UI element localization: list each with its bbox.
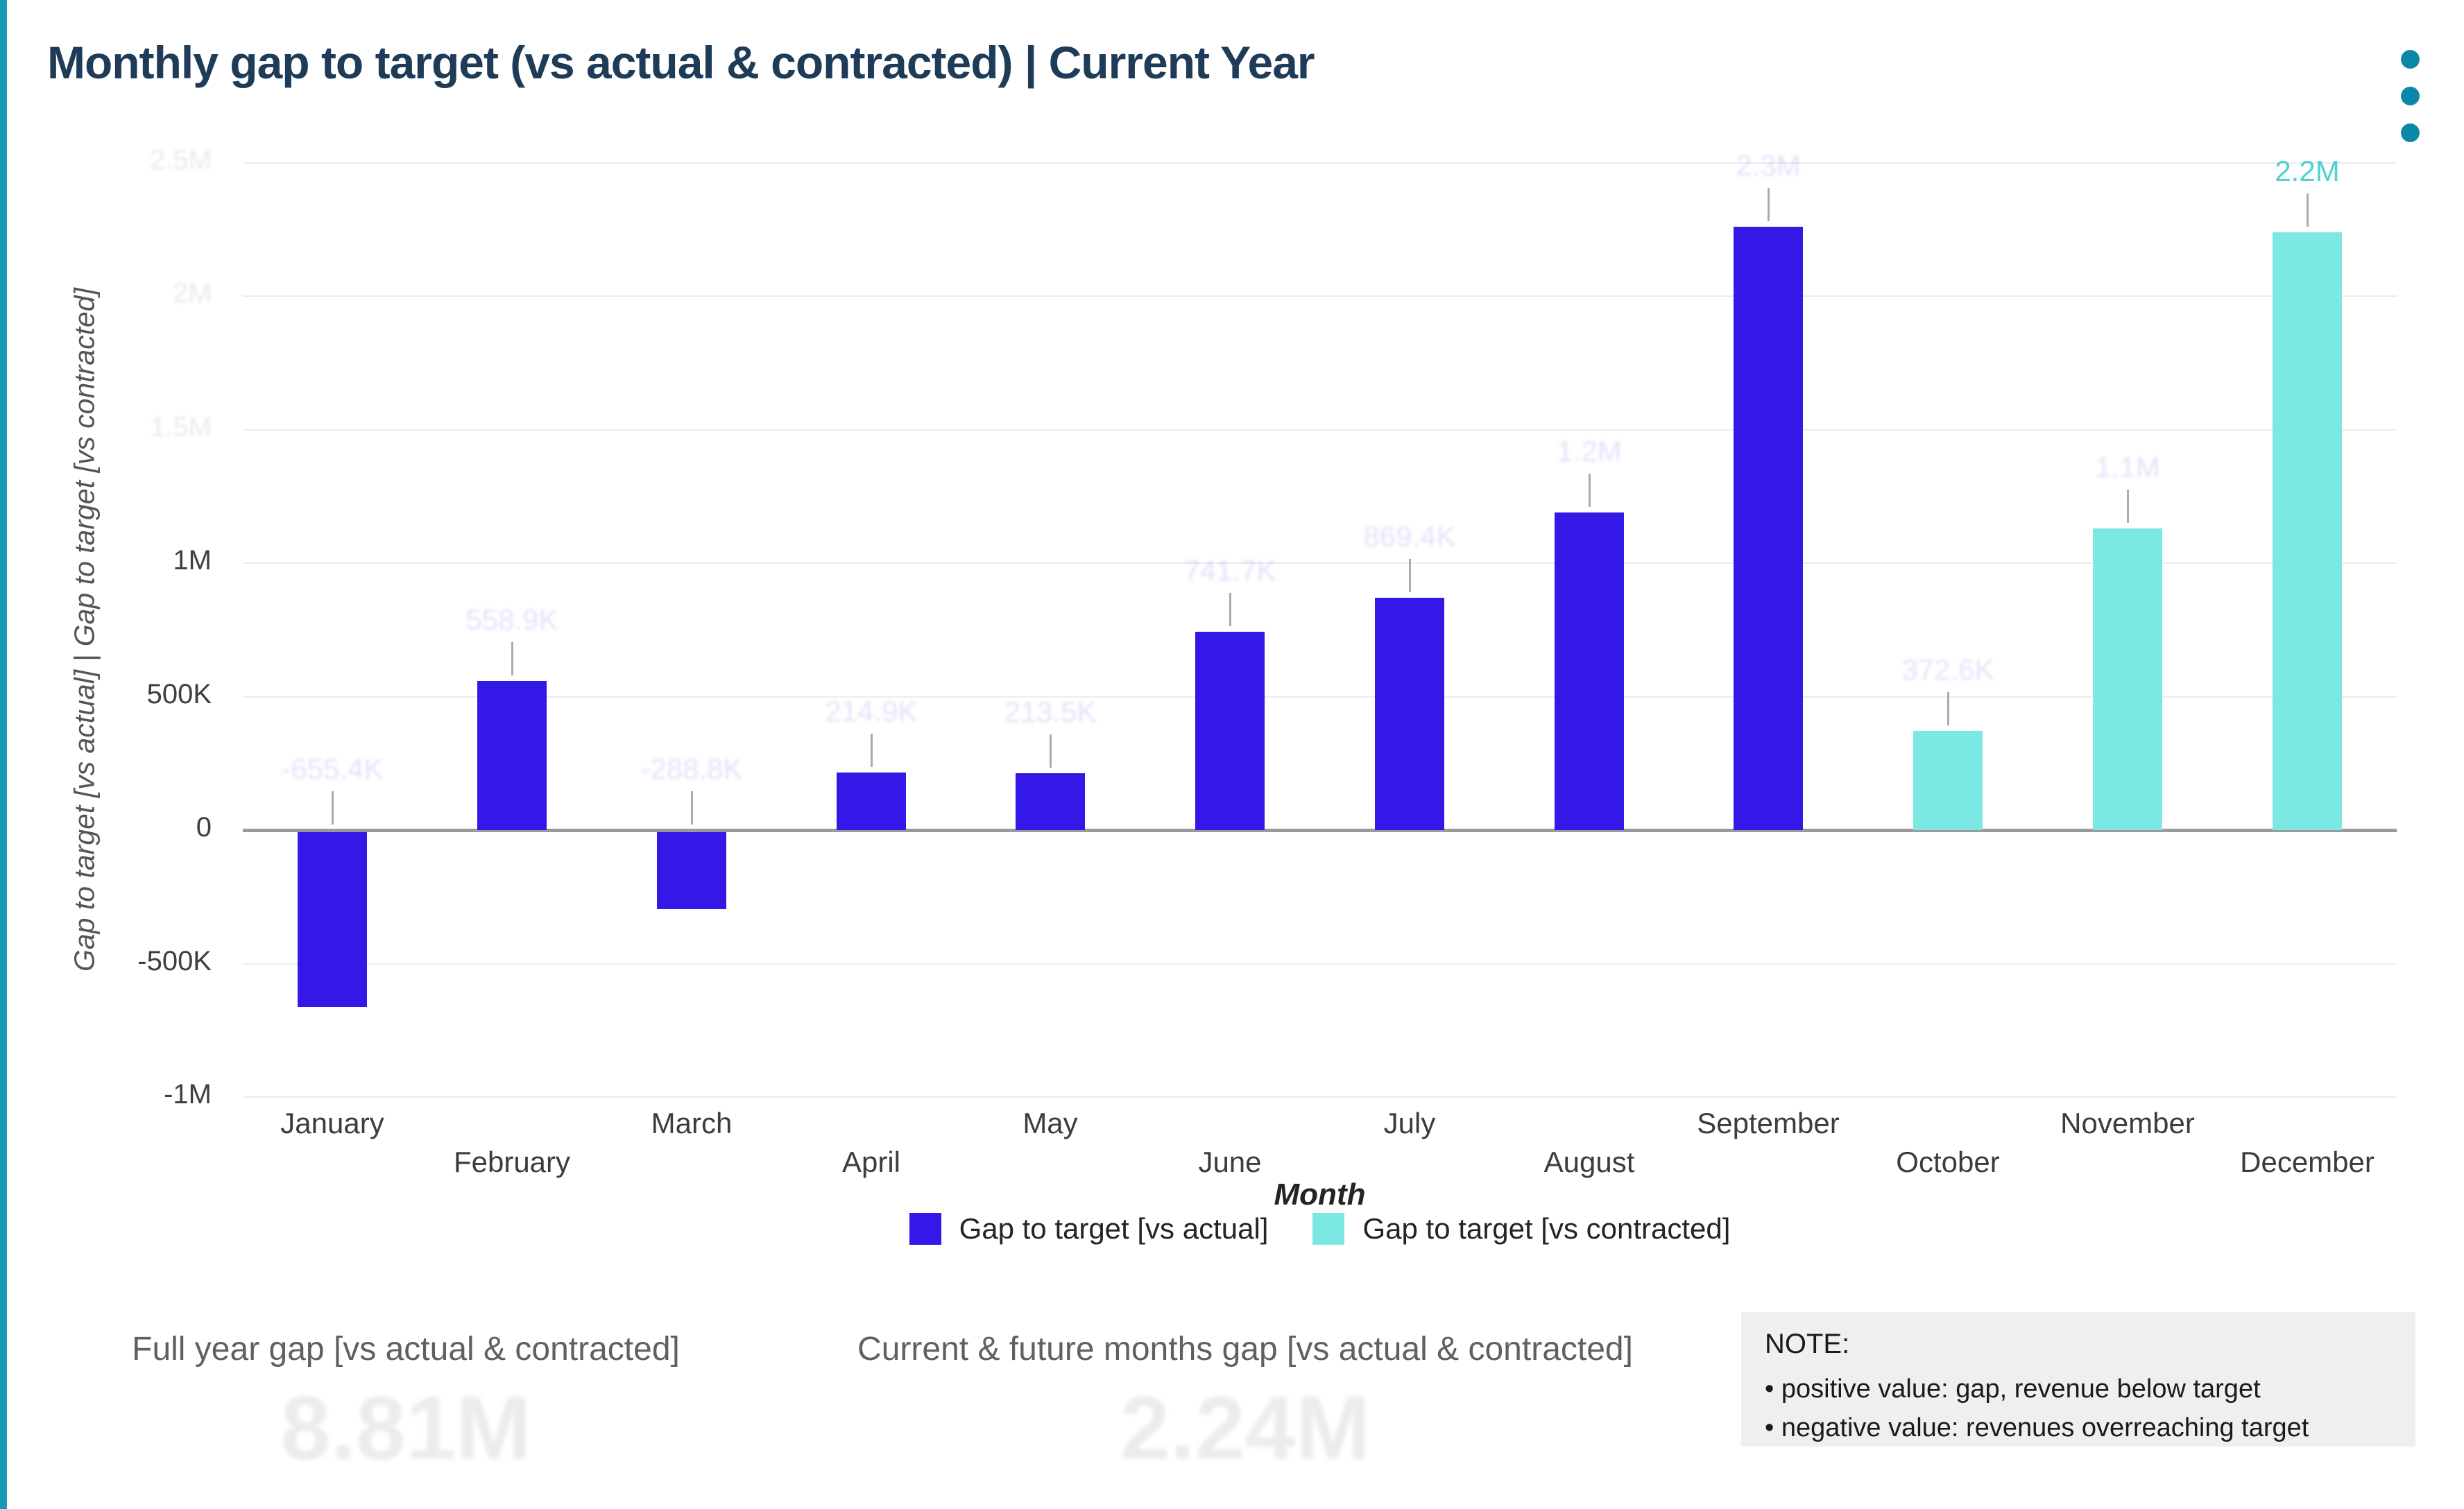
kpi-value: 2.24M xyxy=(1120,1377,1371,1478)
bar-august[interactable] xyxy=(1555,512,1624,830)
y-tick-label: -1M xyxy=(164,1079,212,1110)
note-line: • negative value: revenues overreaching … xyxy=(1765,1413,2309,1442)
kebab-menu-icon[interactable] xyxy=(2389,50,2431,161)
bar-september[interactable] xyxy=(1734,227,1803,830)
x-tick-label-september: September xyxy=(1697,1107,1840,1139)
bar-data-label: 869.4K xyxy=(1363,520,1456,553)
bar-data-label: 1.1M xyxy=(2095,451,2160,483)
x-tick-label-february: February xyxy=(453,1146,571,1178)
label-leader-line xyxy=(2307,193,2309,227)
x-axis-title: Month xyxy=(1274,1178,1366,1211)
label-leader-line xyxy=(2127,490,2129,523)
label-leader-line xyxy=(871,734,873,767)
bar-october[interactable] xyxy=(1913,731,1983,830)
legend-label-contracted: Gap to target [vs contracted] xyxy=(1362,1212,1731,1245)
bar-data-label: -655.4K xyxy=(281,752,384,785)
x-tick-label-november: November xyxy=(2060,1107,2195,1139)
gridline xyxy=(243,295,2397,297)
x-tick-label-january: January xyxy=(280,1107,384,1139)
bar-data-label: 214.9K xyxy=(825,695,918,727)
x-tick-label-june: June xyxy=(1198,1146,1262,1178)
x-tick-label-march: March xyxy=(651,1107,733,1139)
bar-data-label: 2.2M xyxy=(2275,155,2340,187)
x-tick-label-may: May xyxy=(1023,1107,1078,1139)
y-tick-label: -500K xyxy=(137,946,212,976)
bar-april[interactable] xyxy=(837,773,906,830)
kpi-current-future-months-gap[interactable]: Current & future months gap [vs actual &… xyxy=(805,1330,1686,1476)
gridline xyxy=(243,162,2397,164)
bar-may[interactable] xyxy=(1016,773,1085,830)
zero-line xyxy=(243,829,2397,832)
y-axis-title: Gap to target [vs actual] | Gap to targe… xyxy=(68,287,101,972)
kpi-title: Full year gap [vs actual & contracted] xyxy=(132,1331,680,1368)
bar-data-label: 1.2M xyxy=(1557,435,1622,467)
y-tick-label: 500K xyxy=(146,679,212,709)
label-leader-line xyxy=(1229,593,1231,626)
gridline xyxy=(243,562,2397,564)
bar-data-label: 2.3M xyxy=(1736,149,1801,182)
legend-swatch-contracted-icon xyxy=(1312,1213,1345,1245)
label-leader-line xyxy=(1589,474,1591,507)
label-leader-line xyxy=(691,791,693,825)
y-tick-label: 2M xyxy=(173,278,212,309)
gridline xyxy=(243,696,2397,698)
x-tick-label-august: August xyxy=(1543,1146,1635,1178)
bar-july[interactable] xyxy=(1375,598,1444,830)
bar-data-label: 741.7K xyxy=(1183,554,1276,587)
bar-data-label: 372.6K xyxy=(1901,653,1994,686)
note-line: • positive value: gap, revenue below tar… xyxy=(1765,1374,2261,1404)
label-leader-line xyxy=(332,791,334,825)
note-box: NOTE: • positive value: gap, revenue bel… xyxy=(1741,1312,2415,1447)
bar-january[interactable] xyxy=(298,832,367,1007)
legend-item-contracted[interactable]: Gap to target [vs contracted] xyxy=(1312,1212,1730,1245)
y-tick-label: 0 xyxy=(196,812,212,843)
gridline xyxy=(243,963,2397,965)
plot-area: -655.4K 558.9K -288.8K 214.9K 213.5K 741.7K 86… xyxy=(243,149,2397,1098)
bar-chart: Gap to target [vs actual] | Gap to targe… xyxy=(7,0,2464,1255)
bar-november[interactable] xyxy=(2093,528,2162,830)
gridline xyxy=(243,429,2397,431)
note-heading: NOTE: xyxy=(1765,1329,1850,1359)
legend-item-actual[interactable]: Gap to target [vs actual] xyxy=(909,1212,1269,1245)
gridline xyxy=(243,1096,2397,1098)
x-tick-label-december: December xyxy=(2240,1146,2375,1178)
label-leader-line xyxy=(1947,692,1949,725)
y-tick-label: 1M xyxy=(173,545,212,576)
y-tick-label: 2.5M xyxy=(150,145,212,175)
label-leader-line xyxy=(1409,559,1411,592)
x-tick-label-july: July xyxy=(1383,1107,1436,1139)
x-tick-label-october: October xyxy=(1896,1146,2000,1178)
bar-june[interactable] xyxy=(1195,632,1265,830)
bar-february[interactable] xyxy=(477,681,547,830)
legend-label-actual: Gap to target [vs actual] xyxy=(959,1212,1269,1245)
legend: Gap to target [vs actual] Gap to target … xyxy=(243,1212,2397,1245)
y-tick-label: 1.5M xyxy=(150,412,212,442)
legend-swatch-actual-icon xyxy=(909,1213,941,1245)
kpi-value: 8.81M xyxy=(280,1377,531,1478)
bar-data-label: 558.9K xyxy=(465,603,558,636)
kpi-title: Current & future months gap [vs actual &… xyxy=(857,1331,1633,1368)
kpi-full-year-gap[interactable]: Full year gap [vs actual & contracted] 8… xyxy=(49,1330,763,1476)
bar-december[interactable] xyxy=(2273,232,2342,830)
label-leader-line xyxy=(1768,188,1770,221)
bar-data-label: 213.5K xyxy=(1004,696,1097,728)
label-leader-line xyxy=(511,642,513,675)
x-tick-label-april: April xyxy=(841,1146,901,1178)
bar-data-label: -288.8K xyxy=(640,752,743,785)
page-title: Monthly gap to target (vs actual & contr… xyxy=(47,37,1315,88)
bar-march[interactable] xyxy=(657,832,726,909)
label-leader-line xyxy=(1050,734,1052,768)
